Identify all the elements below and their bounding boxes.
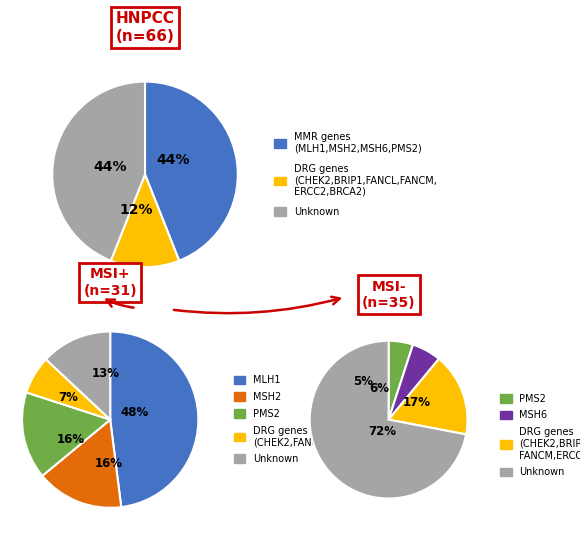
Wedge shape (389, 344, 439, 420)
Text: 44%: 44% (93, 160, 126, 174)
Text: 16%: 16% (56, 433, 85, 446)
Text: 12%: 12% (119, 203, 153, 217)
Text: 6%: 6% (369, 382, 389, 395)
Wedge shape (111, 174, 179, 267)
Text: 17%: 17% (402, 396, 430, 409)
Wedge shape (389, 359, 467, 434)
Text: 7%: 7% (58, 391, 78, 404)
Wedge shape (389, 341, 413, 420)
Wedge shape (310, 341, 466, 499)
Wedge shape (145, 82, 238, 261)
Wedge shape (46, 331, 110, 420)
Title: MSI-
(n=35): MSI- (n=35) (362, 280, 415, 310)
Text: 13%: 13% (92, 367, 120, 380)
Wedge shape (22, 392, 110, 476)
Title: HNPCC
(n=66): HNPCC (n=66) (115, 11, 175, 44)
Legend: PMS2, MSH6, DRG genes
(CHEK2,BRIP1,FANCL,
FANCM,ERCC2,BRCA2), Unknown: PMS2, MSH6, DRG genes (CHEK2,BRIP1,FANCL… (496, 390, 580, 481)
Text: 72%: 72% (368, 425, 396, 438)
Text: 5%: 5% (353, 376, 374, 388)
Wedge shape (42, 420, 121, 508)
Title: MSI+
(n=31): MSI+ (n=31) (84, 267, 137, 298)
Text: 44%: 44% (156, 154, 190, 167)
Wedge shape (110, 331, 198, 507)
Legend: MMR genes
(MLH1,MSH2,MSH6,PMS2), DRG genes
(CHEK2,BRIP1,FANCL,FANCM,
ERCC2,BRCA2: MMR genes (MLH1,MSH2,MSH6,PMS2), DRG gen… (270, 129, 441, 220)
Wedge shape (26, 359, 110, 420)
Text: 16%: 16% (95, 457, 122, 470)
Wedge shape (52, 82, 145, 261)
Legend: MLH1, MSH2, PMS2, DRG genes
(CHEK2,FANCL), Unknown: MLH1, MSH2, PMS2, DRG genes (CHEK2,FANCL… (230, 371, 332, 468)
Text: 48%: 48% (121, 406, 149, 419)
